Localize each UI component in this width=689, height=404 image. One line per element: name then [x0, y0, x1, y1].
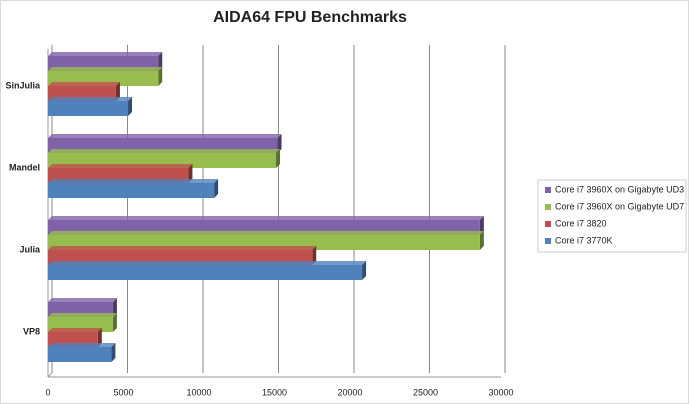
bar-top	[48, 231, 484, 235]
category-label: Mandel	[9, 162, 40, 172]
bar	[48, 347, 112, 362]
bar	[48, 183, 215, 198]
x-tick-label: 10000	[186, 387, 211, 397]
legend-swatch	[545, 204, 551, 210]
bar-top	[48, 52, 163, 56]
legend-swatch	[545, 221, 551, 227]
bar-side	[362, 261, 367, 280]
x-tick-label: 25000	[413, 387, 438, 397]
x-tick-label: 0	[45, 387, 50, 397]
legend-swatch	[545, 238, 551, 244]
bar	[48, 101, 129, 116]
legend-label: Core i7 3960X on Gigabyte UD7	[555, 201, 684, 211]
chart-title: AIDA64 FPU Benchmarks	[213, 9, 407, 26]
bar-side	[479, 231, 484, 250]
bar-side	[112, 313, 117, 332]
legend-label: Core i7 3820	[555, 218, 607, 228]
bar-side	[97, 328, 102, 347]
bar-top	[48, 298, 117, 302]
bar-top	[48, 328, 102, 332]
x-tick-label: 5000	[113, 387, 133, 397]
bar-top	[48, 134, 282, 138]
bar-top	[48, 343, 116, 347]
bar-top	[48, 164, 193, 168]
x-tick-label: 15000	[262, 387, 287, 397]
bar-side	[277, 134, 282, 153]
bar-top	[48, 246, 317, 250]
bar-side	[479, 216, 484, 235]
bar-side	[158, 52, 163, 71]
bar-side	[214, 179, 219, 198]
bar-top	[48, 216, 484, 220]
bar-side	[276, 149, 281, 168]
bar-side	[158, 67, 163, 86]
bar-top	[48, 261, 367, 265]
bar-top	[48, 82, 120, 86]
bar-side	[111, 343, 116, 362]
x-tick-label: 30000	[488, 387, 513, 397]
category-label: VP8	[23, 326, 40, 336]
legend-swatch	[545, 187, 551, 193]
bar-side	[112, 298, 117, 317]
bar-top	[48, 313, 117, 317]
legend-label: Core i7 3960X on Gigabyte UD3	[555, 184, 684, 194]
bar-side	[115, 82, 120, 101]
legend	[537, 179, 687, 253]
bar-side	[128, 97, 133, 116]
bar-side	[188, 164, 193, 183]
bar	[48, 265, 363, 280]
bar-side	[312, 246, 317, 265]
bar-top	[48, 149, 281, 153]
bar-top	[48, 67, 163, 71]
floor-depth	[47, 372, 53, 378]
legend-label: Core i7 3770K	[555, 235, 613, 245]
bar-top	[48, 179, 219, 183]
x-tick-label: 20000	[337, 387, 362, 397]
category-label: SinJulia	[5, 80, 41, 90]
bar-top	[48, 97, 133, 101]
category-label: Julia	[19, 244, 41, 254]
